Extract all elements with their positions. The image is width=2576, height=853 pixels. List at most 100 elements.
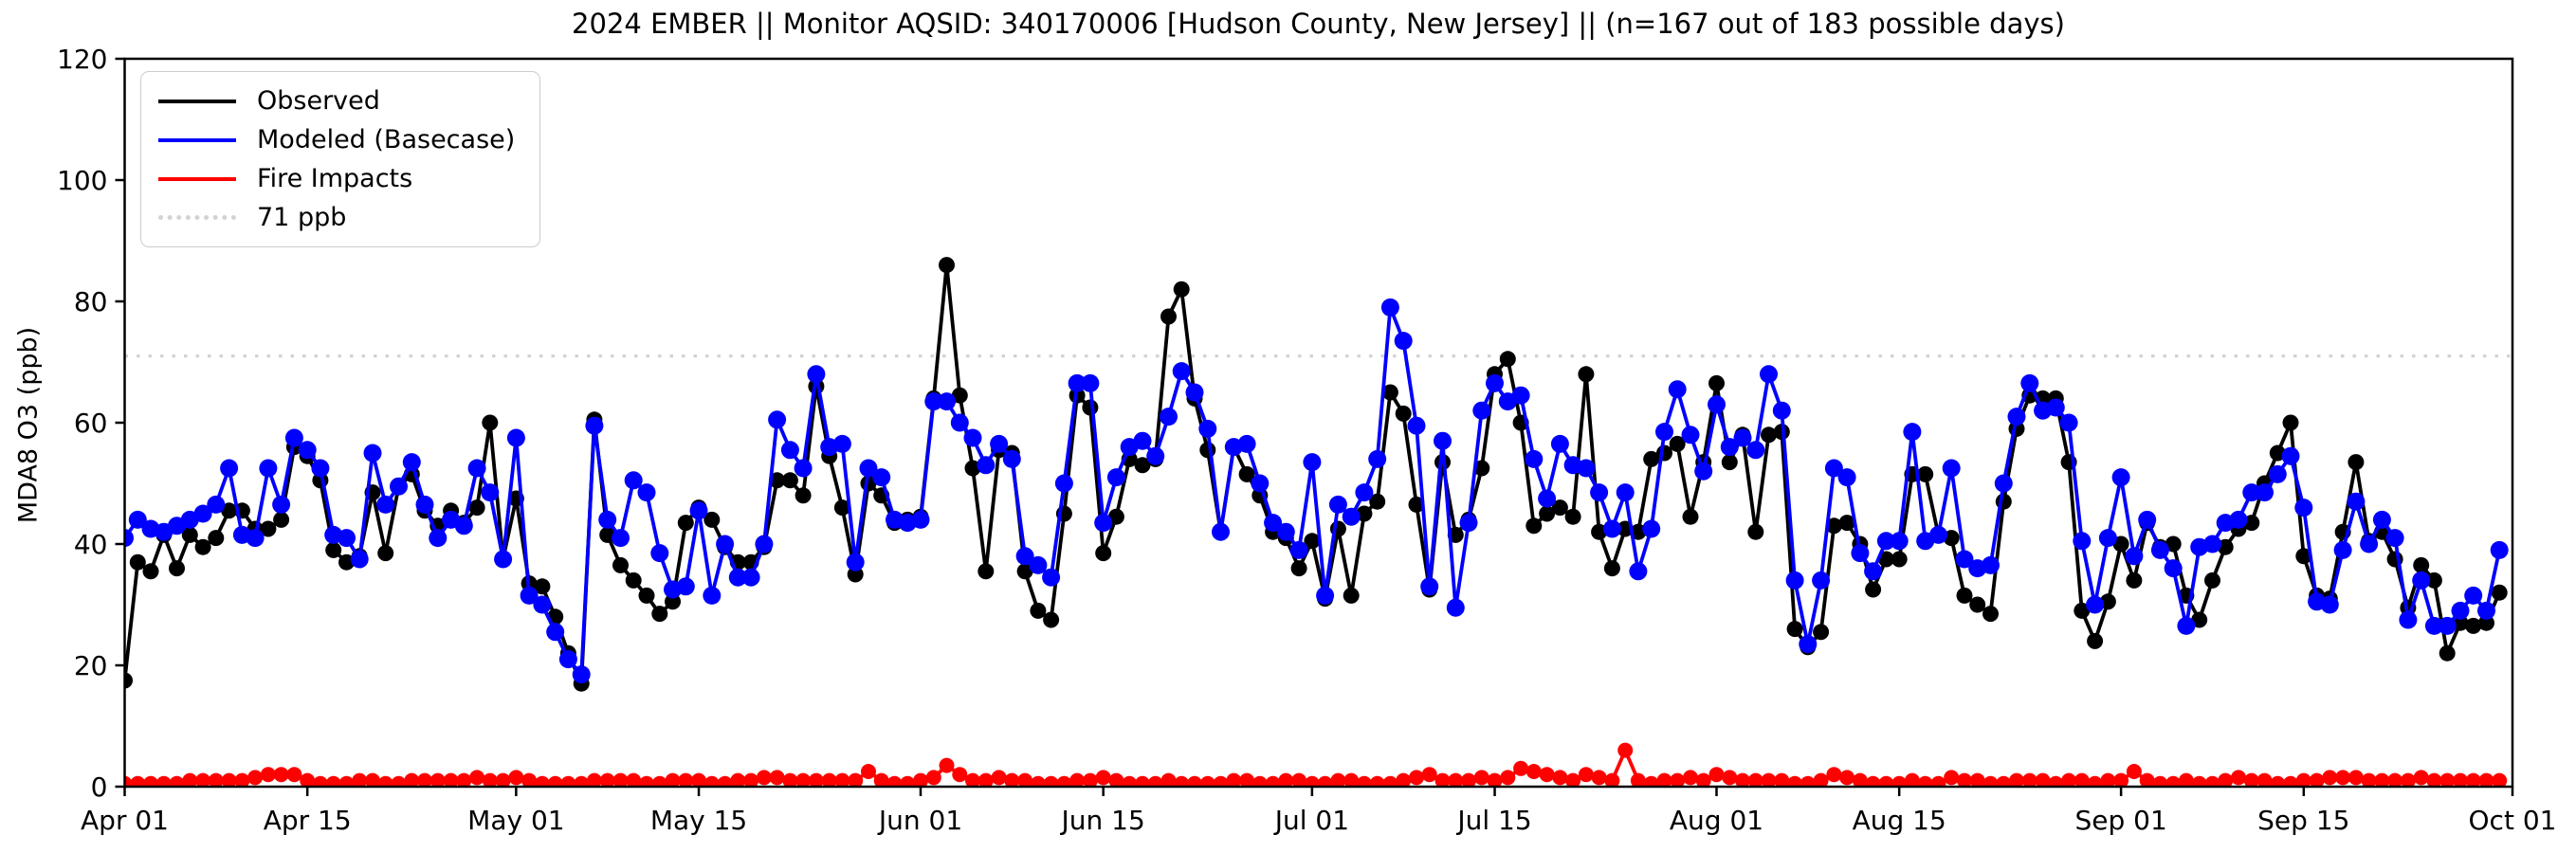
fire-impacts-marker	[2453, 772, 2468, 787]
legend-line-sample	[158, 215, 236, 220]
fire-impacts-marker	[626, 772, 642, 787]
fire-impacts-marker	[1251, 775, 1268, 787]
fire-impacts-marker	[2061, 772, 2077, 787]
fire-impacts-marker	[952, 767, 968, 783]
fire-impacts-marker	[1187, 775, 1202, 787]
fire-impacts-marker	[1174, 775, 1190, 787]
fire-impacts-marker	[703, 775, 720, 787]
fire-impacts-marker	[300, 772, 316, 787]
fire-impacts-marker	[560, 775, 576, 787]
observed-marker	[1838, 515, 1855, 532]
modeled-basecase--marker	[1668, 380, 1687, 399]
fire-impacts-marker	[1813, 772, 1829, 787]
modeled-basecase--marker	[1420, 577, 1439, 596]
observed-marker	[703, 511, 721, 528]
fire-impacts-marker	[913, 772, 928, 787]
fire-impacts-marker	[2048, 775, 2064, 787]
fire-impacts-marker	[1878, 775, 1894, 787]
fire-impacts-marker	[2009, 772, 2024, 787]
fire-impacts-marker	[2361, 772, 2377, 787]
observed-marker	[1761, 426, 1777, 444]
x-tick-label: Jul 01	[1273, 805, 1349, 836]
observed-marker	[129, 554, 146, 571]
fire-impacts-marker	[1199, 775, 1215, 787]
modeled-basecase--marker	[741, 568, 760, 587]
observed-marker	[1107, 508, 1124, 525]
observed-marker	[1043, 611, 1060, 628]
modeled-basecase--marker	[1733, 428, 1752, 447]
fire-impacts-marker	[1839, 770, 1855, 786]
modeled-basecase--marker	[1276, 522, 1295, 541]
fire-impacts-marker	[1226, 772, 1242, 787]
observed-marker	[964, 460, 981, 477]
modeled-basecase--marker	[990, 434, 1009, 453]
x-tick-label: Aug 01	[1670, 805, 1763, 836]
modeled-basecase--marker	[1328, 495, 1347, 514]
fire-impacts-marker	[1343, 772, 1360, 787]
fire-impacts-marker	[456, 772, 472, 787]
fire-impacts-marker	[886, 775, 903, 787]
observed-marker	[1551, 499, 1568, 517]
fire-impacts-marker	[665, 772, 681, 787]
modeled-basecase--marker	[1642, 519, 1661, 538]
observed-marker	[939, 257, 955, 274]
modeled-basecase--marker	[2229, 510, 2248, 529]
fire-impacts-marker	[795, 772, 812, 787]
fire-impacts-marker	[2256, 772, 2273, 787]
observed-marker	[612, 556, 629, 573]
modeled-basecase--marker	[2333, 540, 2352, 559]
x-tick-label: Sep 01	[2074, 805, 2166, 836]
modeled-basecase--marker	[1550, 434, 1569, 453]
fire-impacts-marker	[1539, 767, 1555, 783]
observed-marker	[977, 563, 995, 580]
observed-marker	[1682, 508, 1699, 525]
fire-impacts-marker	[208, 772, 224, 787]
observed-marker	[1813, 624, 1830, 641]
legend: Observed Modeled (Basecase) Fire Impacts 71…	[140, 71, 540, 247]
modeled-basecase--marker	[2464, 586, 2483, 605]
modeled-basecase--marker	[2150, 540, 2169, 559]
observed-marker	[1969, 596, 1986, 613]
fire-impacts-marker	[312, 775, 328, 787]
fire-impacts-marker	[247, 770, 264, 786]
modeled-basecase--marker	[585, 416, 604, 435]
observed-marker	[2165, 535, 2182, 553]
modeled-basecase--marker	[1355, 483, 1374, 502]
fire-impacts-marker	[221, 772, 237, 787]
modeled-basecase--marker	[2242, 483, 2261, 502]
modeled-basecase--marker	[124, 529, 134, 548]
modeled-basecase--marker	[598, 510, 617, 529]
fire-impacts-marker	[495, 772, 511, 787]
fire-impacts-marker	[1017, 772, 1033, 787]
observed-marker	[1095, 545, 1112, 562]
modeled-basecase--marker	[429, 529, 448, 548]
fire-impacts-marker	[1735, 772, 1750, 787]
observed-marker	[2099, 593, 2116, 610]
fire-impacts-marker	[769, 770, 785, 786]
observed-marker	[2204, 572, 2220, 589]
observed-marker	[1238, 465, 1255, 482]
fire-impacts-marker	[782, 772, 798, 787]
modeled-basecase--marker	[950, 413, 969, 432]
fire-impacts-marker	[2165, 775, 2182, 787]
fire-impacts-marker	[1108, 772, 1124, 787]
modeled-basecase--marker	[1694, 462, 1713, 481]
modeled-basecase--marker	[2477, 601, 2495, 620]
observed-marker	[1669, 435, 1686, 452]
modeled-basecase--marker	[1264, 514, 1283, 533]
fire-impacts-marker	[286, 767, 302, 783]
fire-impacts-marker	[599, 772, 615, 787]
observed-marker	[194, 538, 211, 555]
fire-impacts-marker	[1683, 770, 1698, 786]
fire-impacts-marker	[143, 775, 158, 787]
modeled-basecase--marker	[2385, 529, 2404, 548]
modeled-basecase--marker	[2294, 499, 2313, 517]
modeled-basecase--marker	[1472, 401, 1491, 420]
observed-marker	[1564, 508, 1581, 525]
fire-impacts-marker	[2309, 772, 2325, 787]
modeled-basecase--marker	[1708, 395, 1726, 414]
chart-title: 2024 EMBER || Monitor AQSID: 340170006 […	[572, 8, 2065, 40]
modeled-basecase--marker	[676, 577, 695, 596]
observed-marker	[2243, 515, 2260, 532]
observed-marker	[769, 472, 786, 489]
